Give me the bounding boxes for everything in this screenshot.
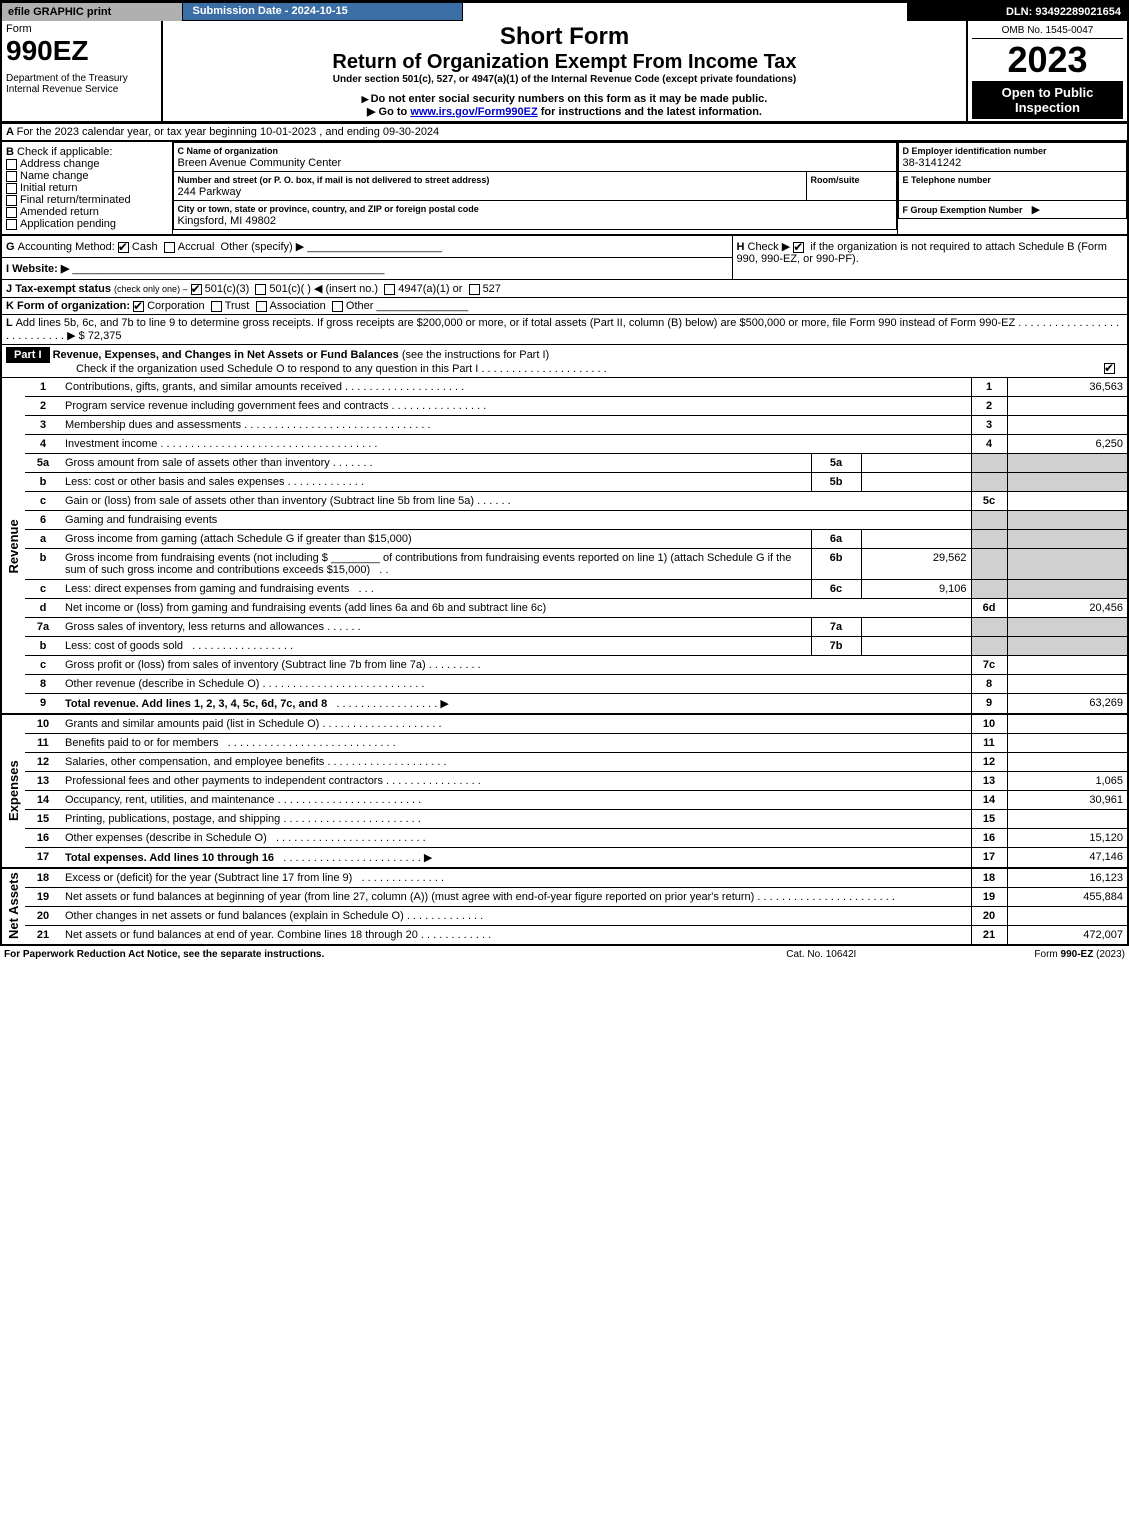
goto-link[interactable]: ▶ Go to www.irs.gov/Form990EZ for instru…	[167, 105, 962, 118]
amended-checkbox[interactable]	[6, 207, 17, 218]
open-inspection-badge: Open to Public Inspection	[972, 81, 1123, 119]
schedule-o-checkbox[interactable]	[1104, 363, 1115, 374]
main-title: Return of Organization Exempt From Incom…	[167, 51, 962, 74]
section-b: B Check if applicable: Address change Na…	[2, 142, 172, 235]
tax-year: 2023	[972, 39, 1123, 81]
dln-value: DLN: 93492289021654	[907, 3, 1127, 21]
cash-checkbox[interactable]	[118, 242, 129, 253]
part-i-badge: Part I	[6, 347, 50, 363]
final-return-checkbox[interactable]	[6, 195, 17, 206]
omb-number: OMB No. 1545-0047	[972, 23, 1123, 39]
line-17-amt: 47,146	[1007, 848, 1127, 869]
pra-notice: For Paperwork Reduction Act Notice, see …	[0, 946, 734, 963]
name-change-checkbox[interactable]	[6, 171, 17, 182]
4947-checkbox[interactable]	[384, 284, 395, 295]
gross-receipts-amt: $ 72,375	[79, 330, 122, 342]
undersection-text: Under section 501(c), 527, or 4947(a)(1)…	[167, 74, 962, 85]
city-state-zip: Kingsford, MI 49802	[178, 215, 276, 227]
line-1-amt: 36,563	[1007, 378, 1127, 397]
efile-print-button[interactable]: efile GRAPHIC print	[2, 3, 182, 21]
line-14-amt: 30,961	[1007, 791, 1127, 810]
form-word: Form	[6, 23, 157, 35]
501c-checkbox[interactable]	[255, 284, 266, 295]
revenue-side-label: Revenue	[2, 378, 25, 715]
line-6b-amt: 29,562	[861, 549, 971, 580]
tax-year-range: For the 2023 calendar year, or tax year …	[17, 126, 440, 138]
527-checkbox[interactable]	[469, 284, 480, 295]
501c3-checkbox[interactable]	[191, 284, 202, 295]
line-16-amt: 15,120	[1007, 829, 1127, 848]
form-container: efile GRAPHIC print Submission Date - 20…	[0, 0, 1129, 946]
short-form-title: Short Form	[167, 23, 962, 51]
line-l-text: Add lines 5b, 6c, and 7b to line 9 to de…	[16, 317, 1016, 329]
assoc-checkbox[interactable]	[256, 301, 267, 312]
addr-change-checkbox[interactable]	[6, 159, 17, 170]
irs-label: Internal Revenue Service	[6, 84, 157, 95]
line-19-amt: 455,884	[1007, 888, 1127, 907]
line-18-amt: 16,123	[1007, 868, 1127, 888]
line-4-amt: 6,250	[1007, 435, 1127, 454]
part-i-title: Revenue, Expenses, and Changes in Net As…	[53, 349, 399, 361]
dept-treasury: Department of the Treasury	[6, 73, 157, 84]
app-pending-checkbox[interactable]	[6, 219, 17, 230]
line-6c-amt: 9,106	[861, 580, 971, 599]
form-footer: Form 990-EZ (2023)	[909, 946, 1129, 963]
trust-checkbox[interactable]	[211, 301, 222, 312]
initial-return-checkbox[interactable]	[6, 183, 17, 194]
line-9-amt: 63,269	[1007, 694, 1127, 715]
accrual-checkbox[interactable]	[164, 242, 175, 253]
ssn-warning: Do not enter social security numbers on …	[167, 93, 962, 105]
form-id-block: Form 990EZ Department of the Treasury In…	[2, 21, 162, 122]
ein-value: 38-3141242	[903, 157, 962, 169]
submission-date: Submission Date - 2024-10-15	[182, 3, 462, 21]
corp-checkbox[interactable]	[133, 301, 144, 312]
street-address: 244 Parkway	[178, 186, 242, 198]
netassets-side-label: Net Assets	[2, 868, 25, 944]
org-name: Breen Avenue Community Center	[178, 157, 342, 169]
line-6d-amt: 20,456	[1007, 599, 1127, 618]
line-13-amt: 1,065	[1007, 772, 1127, 791]
cat-no: Cat. No. 10642I	[734, 946, 909, 963]
line-21-amt: 472,007	[1007, 926, 1127, 945]
schedule-b-checkbox[interactable]	[793, 242, 804, 253]
expenses-side-label: Expenses	[2, 714, 25, 868]
form-number: 990EZ	[6, 35, 157, 67]
other-org-checkbox[interactable]	[332, 301, 343, 312]
part-i-table: Revenue 1Contributions, gifts, grants, a…	[2, 377, 1127, 944]
